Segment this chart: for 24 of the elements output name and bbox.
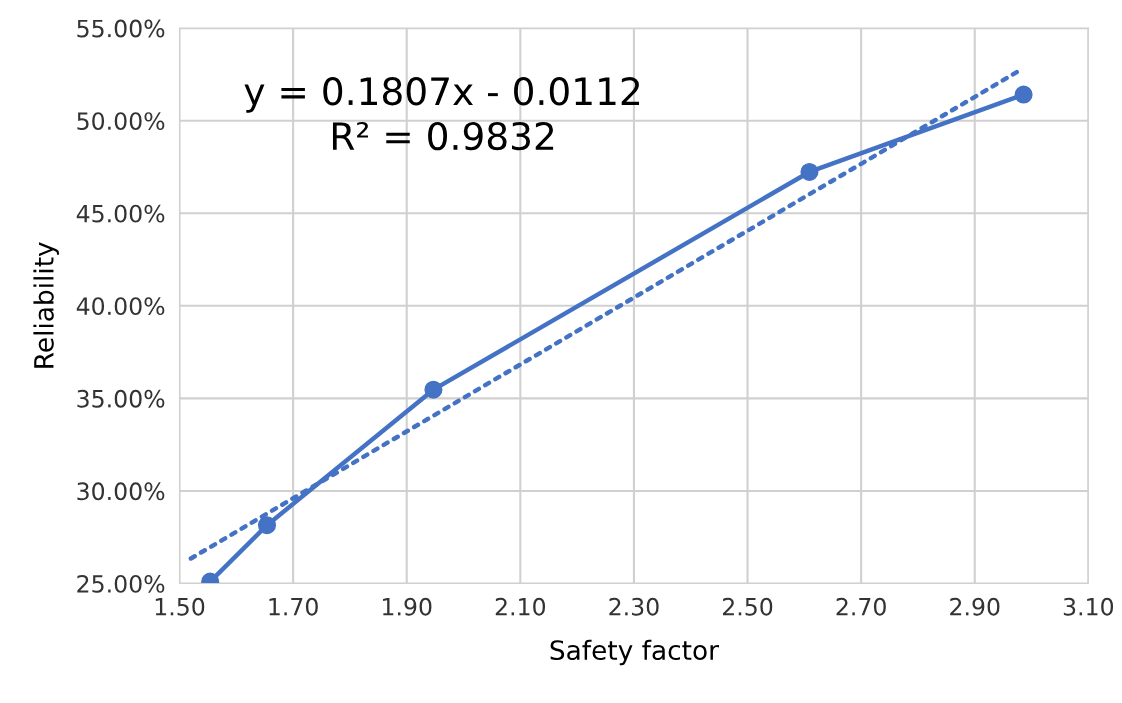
y-tick-label: 40.00% bbox=[76, 297, 165, 316]
point bbox=[1014, 85, 1033, 104]
x-tick-label: 2.50 bbox=[722, 597, 773, 616]
x-tick-label: 2.10 bbox=[495, 597, 546, 616]
annotation: y = 0.1807x - 0.0112 bbox=[244, 77, 640, 113]
x-tick-label: 2.90 bbox=[950, 597, 1000, 616]
y-tick-label: 35.00% bbox=[77, 389, 165, 408]
x-axis-title: Safety factor bbox=[550, 639, 719, 666]
y-tick-label: 50.00% bbox=[77, 112, 165, 130]
y-tick-label: 25.00% bbox=[77, 574, 165, 593]
x-tick-label: 1.90 bbox=[383, 597, 432, 616]
x-tick-label: 2.30 bbox=[609, 597, 659, 616]
y-tick-label: 45.00% bbox=[76, 204, 165, 223]
x-tick-label: 3.10 bbox=[1063, 597, 1114, 616]
x-tick-label: 1.70 bbox=[269, 597, 318, 616]
x-tick-label: 1.50 bbox=[155, 597, 205, 616]
x-tick-label: 2.70 bbox=[836, 597, 886, 616]
y-tick-label: 30.00% bbox=[77, 482, 165, 501]
point bbox=[800, 162, 819, 181]
point bbox=[257, 516, 277, 535]
y-axis-title: Reliability bbox=[33, 242, 59, 368]
point bbox=[424, 380, 443, 399]
annotation: R² = 0.9832 bbox=[332, 121, 554, 151]
y-tick-label: 55.00% bbox=[77, 19, 165, 38]
